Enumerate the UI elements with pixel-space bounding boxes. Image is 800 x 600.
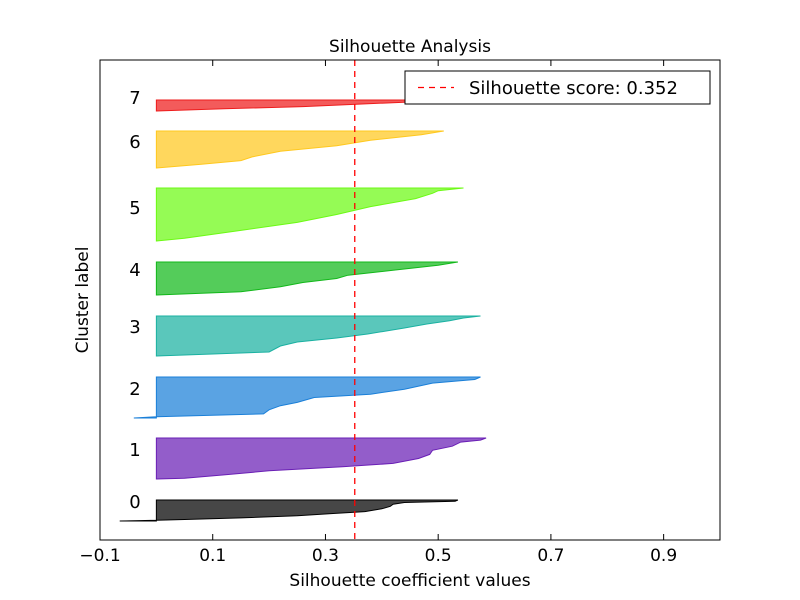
cluster-3-label: 3: [129, 317, 140, 338]
legend-label: Silhouette score: 0.352: [469, 78, 678, 99]
cluster-1-label: 1: [129, 440, 140, 461]
x-tick-label: 0.3: [312, 546, 339, 566]
legend-box: [404, 70, 711, 105]
y-axis-label: Cluster label: [73, 247, 93, 354]
x-axis: −0.1 0.1 0.3 0.5 0.7 0.9: [79, 60, 677, 566]
cluster-labels-layer: 0 1 2 3 4 5 6 7: [129, 88, 140, 513]
cluster-0-label: 0: [129, 492, 140, 513]
cluster-7-label: 7: [129, 88, 140, 109]
cluster-6-silhouette: [155, 130, 444, 169]
cluster-1-silhouette: [155, 437, 487, 480]
clusters-layer: [119, 99, 487, 522]
cluster-6-label: 6: [129, 132, 140, 153]
x-tick-label: 0.7: [537, 546, 564, 566]
cluster-5-silhouette: [155, 187, 464, 242]
legend: Silhouette score: 0.352: [404, 70, 711, 105]
cluster-3-silhouette: [155, 315, 481, 357]
cluster-0-silhouette: [119, 499, 459, 522]
cluster-4-silhouette: [155, 261, 458, 296]
cluster-2-label: 2: [129, 379, 140, 400]
cluster-4-label: 4: [129, 260, 140, 281]
chart-title: Silhouette Analysis: [329, 37, 491, 57]
x-axis-label: Silhouette coefficient values: [289, 571, 530, 591]
x-tick-label: 0.9: [650, 546, 677, 566]
x-tick-label: −0.1: [79, 546, 120, 566]
x-tick-label: 0.1: [199, 546, 226, 566]
cluster-5-label: 5: [129, 198, 140, 219]
cluster-2-silhouette: [133, 376, 481, 419]
plot-frame: [99, 59, 721, 541]
x-tick-label: 0.5: [425, 546, 452, 566]
